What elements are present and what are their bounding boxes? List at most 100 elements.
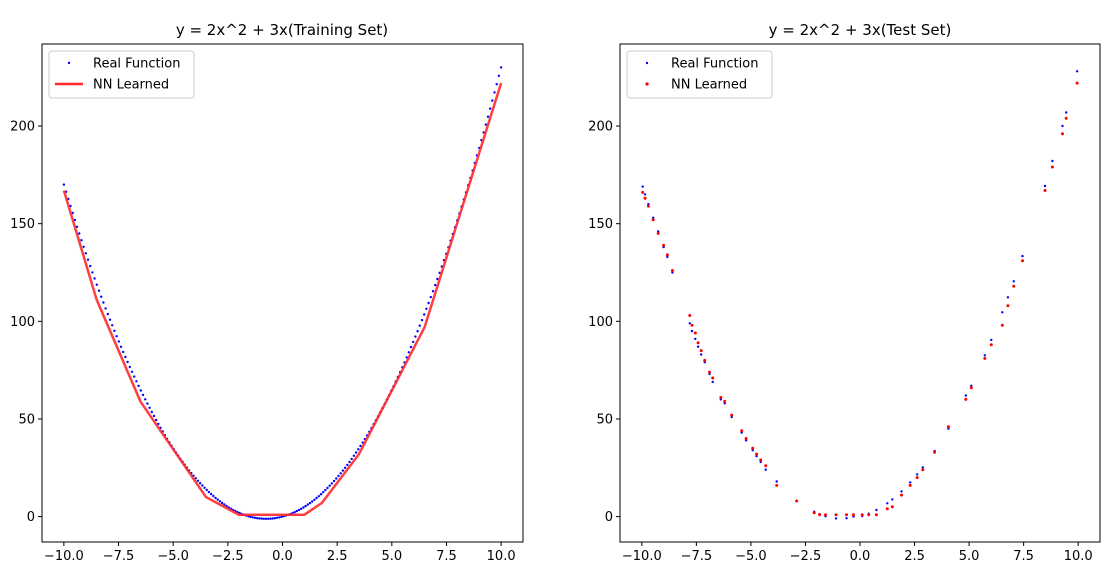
data-point xyxy=(91,271,94,274)
y-tick-label: 50 xyxy=(596,412,613,427)
data-point xyxy=(267,517,270,520)
data-point xyxy=(271,517,274,520)
data-point xyxy=(1075,70,1079,73)
data-point xyxy=(641,185,644,188)
data-point xyxy=(152,414,156,418)
data-point xyxy=(834,517,838,520)
x-tick-label: 10.0 xyxy=(487,549,516,564)
data-point xyxy=(119,345,123,348)
data-point xyxy=(354,451,358,454)
x-tick-label: 0.0 xyxy=(272,549,293,564)
x-tick-label: 10.0 xyxy=(1064,549,1093,564)
data-point xyxy=(795,499,799,503)
y-tick-label: 50 xyxy=(18,412,35,427)
data-point xyxy=(1021,254,1024,258)
data-point xyxy=(921,468,925,472)
data-point xyxy=(688,314,692,317)
data-point xyxy=(141,393,145,397)
x-tick-label: −10.0 xyxy=(44,549,84,564)
data-point xyxy=(337,474,340,478)
y-tick-label: 0 xyxy=(605,510,613,525)
x-tick-label: −7.5 xyxy=(681,549,713,564)
data-point xyxy=(198,482,202,485)
data-point xyxy=(300,507,303,510)
data-point xyxy=(852,513,855,517)
data-point xyxy=(293,511,296,514)
data-point xyxy=(86,258,90,261)
data-point xyxy=(434,283,437,287)
data-point xyxy=(249,515,252,519)
data-point xyxy=(990,338,993,342)
data-point xyxy=(150,410,153,414)
data-point xyxy=(759,458,763,462)
data-point xyxy=(128,365,131,369)
data-point xyxy=(429,295,432,299)
data-point xyxy=(111,324,114,327)
data-point xyxy=(113,329,116,332)
data-point xyxy=(201,484,204,487)
legend: Real Function NN Learned xyxy=(48,50,195,99)
data-point xyxy=(744,437,748,440)
x-tick-label: 5.0 xyxy=(381,549,402,564)
chart-title: y = 2x^2 + 3x(Training Set) xyxy=(176,21,388,39)
data-point xyxy=(891,498,894,501)
data-point xyxy=(1050,165,1054,169)
data-point xyxy=(357,448,360,451)
data-point xyxy=(964,397,968,401)
data-point xyxy=(260,517,263,520)
data-point xyxy=(708,370,711,374)
data-point xyxy=(330,482,334,485)
x-tick-label: −2.5 xyxy=(790,549,822,564)
data-point xyxy=(273,517,276,520)
x-tick-label: −10.0 xyxy=(622,549,662,564)
data-point xyxy=(346,463,349,467)
legend-label: NN Learned xyxy=(671,78,747,93)
data-point xyxy=(646,204,650,208)
data-point xyxy=(269,517,272,520)
axes-frame xyxy=(619,43,1101,543)
data-point xyxy=(989,343,993,347)
y-tick-label: 100 xyxy=(10,315,35,330)
data-point xyxy=(278,516,281,519)
legend-label: Real Function xyxy=(671,57,758,72)
data-point xyxy=(1065,111,1068,114)
data-point xyxy=(690,323,694,327)
chart-title: y = 2x^2 + 3x(Test Set) xyxy=(769,21,952,39)
data-point xyxy=(915,476,919,480)
test-set-chart: y = 2x^2 + 3x(Test Set) −10.0 −7.5 −5.0 −2.… xyxy=(588,21,1101,564)
data-point xyxy=(693,331,697,335)
data-point xyxy=(1000,323,1004,327)
data-point xyxy=(662,243,666,247)
data-point xyxy=(106,312,110,316)
data-point xyxy=(311,500,314,503)
data-point xyxy=(203,486,206,489)
data-point xyxy=(97,289,101,292)
data-point xyxy=(258,517,261,520)
data-point xyxy=(133,375,136,378)
data-point xyxy=(223,503,226,506)
data-point xyxy=(775,480,778,483)
data-point xyxy=(135,380,138,383)
data-point xyxy=(484,123,487,126)
data-point xyxy=(295,509,298,513)
series-nn-learned xyxy=(641,81,1079,517)
data-point xyxy=(723,399,727,403)
x-tick-label: −2.5 xyxy=(212,549,244,564)
data-point xyxy=(1006,296,1010,299)
data-point xyxy=(89,264,92,268)
data-point xyxy=(139,389,142,392)
data-point xyxy=(730,413,734,417)
legend: Real Function NN Learned xyxy=(626,50,773,99)
data-point xyxy=(890,505,894,509)
data-point xyxy=(78,232,81,235)
nn-learned-line xyxy=(62,82,503,516)
data-point xyxy=(256,517,259,520)
data-point xyxy=(964,394,967,397)
data-point xyxy=(900,493,903,497)
data-point xyxy=(216,498,219,501)
data-point xyxy=(137,384,140,388)
data-point xyxy=(412,340,415,344)
data-point xyxy=(845,517,848,520)
data-point xyxy=(343,466,347,469)
